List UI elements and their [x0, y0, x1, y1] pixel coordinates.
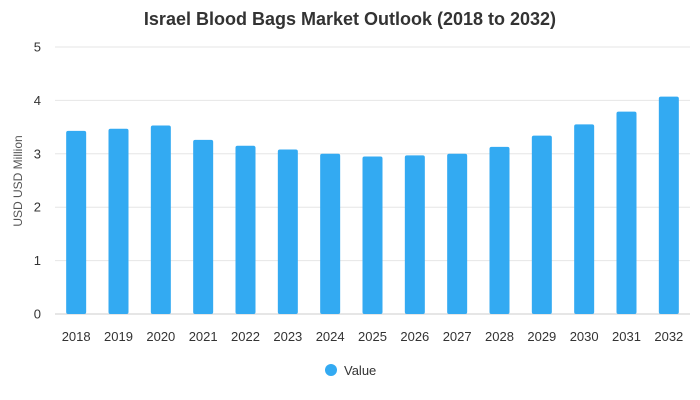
- x-tick-label: 2019: [104, 329, 133, 344]
- bar-2026[interactable]: [404, 155, 425, 314]
- bar-2029[interactable]: [531, 135, 552, 314]
- x-tick-label: 2029: [527, 329, 556, 344]
- bar-2020[interactable]: [150, 125, 171, 314]
- y-tick-label: 4: [34, 93, 41, 108]
- y-tick-label: 1: [34, 253, 41, 268]
- bar-2031[interactable]: [616, 111, 637, 314]
- x-tick-label: 2032: [654, 329, 683, 344]
- x-tick-label: 2027: [443, 329, 472, 344]
- x-tick-label: 2025: [358, 329, 387, 344]
- x-tick-label: 2030: [570, 329, 599, 344]
- legend-label-value: Value: [344, 363, 376, 378]
- x-tick-label: 2018: [62, 329, 91, 344]
- bar-2032[interactable]: [658, 96, 679, 314]
- y-tick-label: 5: [34, 40, 41, 55]
- bar-2027[interactable]: [447, 153, 468, 314]
- x-tick-label: 2024: [316, 329, 345, 344]
- legend-marker-value: [325, 364, 337, 376]
- legend[interactable]: Value: [325, 363, 376, 378]
- y-axis-ticks: 0 1 2 3 4 5: [34, 40, 41, 322]
- bars: [66, 96, 679, 315]
- y-tick-label: 3: [34, 146, 41, 161]
- y-tick-label: 0: [34, 307, 41, 322]
- x-tick-label: 2026: [400, 329, 429, 344]
- bar-2021[interactable]: [193, 139, 214, 314]
- chart-title: Israel Blood Bags Market Outlook (2018 t…: [144, 9, 556, 29]
- bar-2025[interactable]: [362, 156, 383, 314]
- x-tick-label: 2021: [189, 329, 218, 344]
- x-axis-ticks: 2018 2019 2020 2021 2022 2023 2024 2025 2026 2027…: [62, 329, 684, 344]
- bar-2030[interactable]: [574, 124, 595, 315]
- y-axis-label: USD USD Million: [11, 135, 25, 226]
- y-tick-label: 2: [34, 200, 41, 215]
- bar-2024[interactable]: [320, 153, 341, 314]
- bar-2028[interactable]: [489, 146, 510, 314]
- x-tick-label: 2028: [485, 329, 514, 344]
- x-tick-label: 2020: [146, 329, 175, 344]
- x-tick-label: 2031: [612, 329, 641, 344]
- bar-2019[interactable]: [108, 128, 129, 314]
- bar-2018[interactable]: [66, 130, 87, 314]
- bar-2023[interactable]: [277, 149, 298, 314]
- x-tick-label: 2022: [231, 329, 260, 344]
- x-tick-label: 2023: [273, 329, 302, 344]
- bar-2022[interactable]: [235, 145, 256, 314]
